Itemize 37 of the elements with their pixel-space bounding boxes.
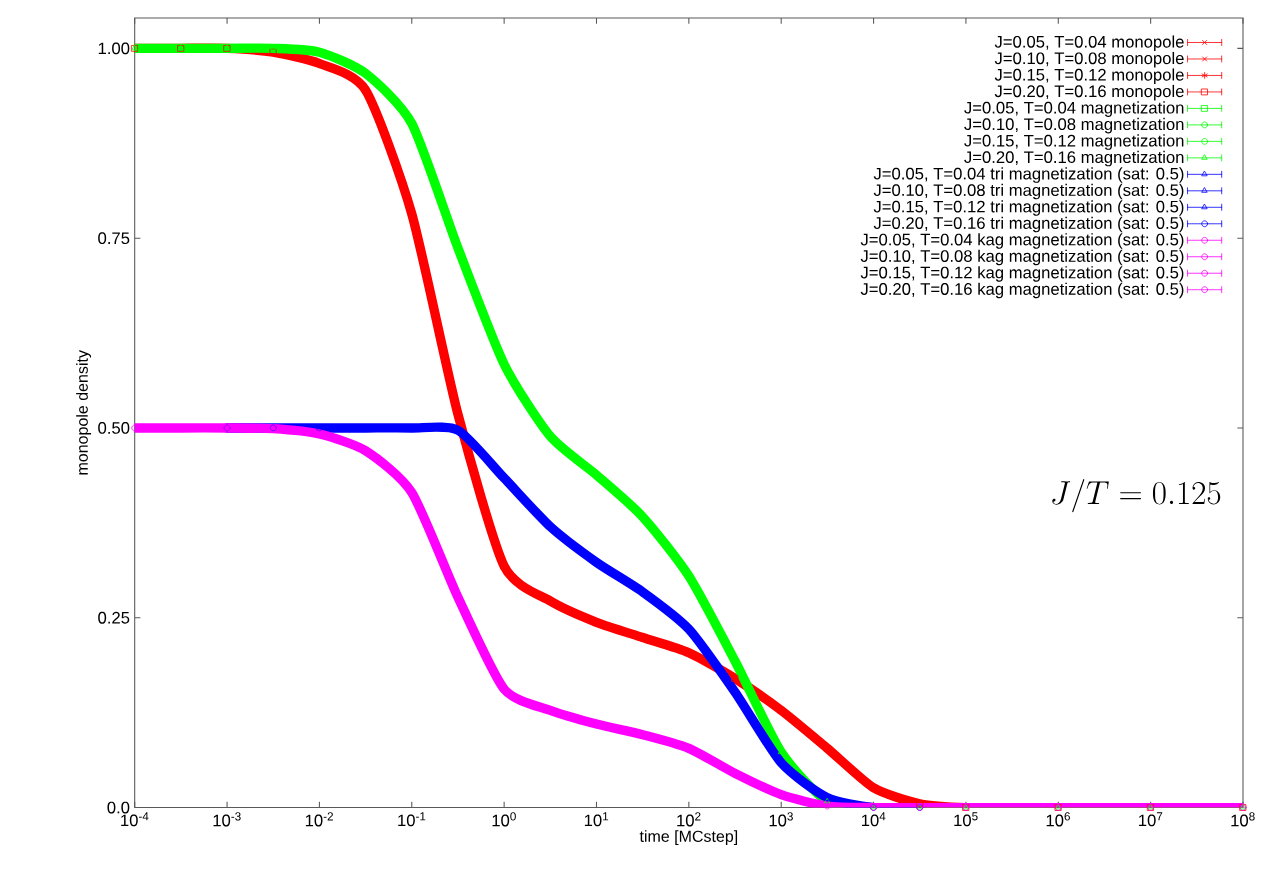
legend-label: J=0.15, T=0.12 tri magnetization (sat: 0.5) (873, 200, 1184, 216)
annotation: $J/T = 0.125$ (1052, 479, 1221, 513)
x-tick-label: 10$^{-4}$ (121, 812, 149, 827)
x-tick-label: 10$^{3}$ (769, 812, 793, 827)
x-tick-label: 10$^{5}$ (954, 812, 978, 827)
legend-label: J=0.10, T=0.08 magnetization (964, 117, 1184, 134)
legend-label: J=0.05, T=0.04 monopole (994, 35, 1184, 51)
x-tick-label: 10$^{2}$ (677, 812, 701, 827)
legend-label: J=0.05, T=0.04 kag magnetization (sat: 0.5) (860, 233, 1184, 249)
x-tick-label: 10$^{4}$ (861, 812, 886, 827)
legend-label: J=0.05, T=0.04 magnetization (964, 101, 1184, 117)
legend-label: J=0.20, T=0.16 monopole (994, 84, 1184, 101)
y-tick-label: 1.00 (98, 42, 130, 55)
x-tick-label: 10$^{8}$ (1231, 812, 1255, 827)
x-tick-label: 10$^{-1}$ (398, 812, 426, 827)
legend-label: J=0.10, T=0.08 tri magnetization (sat: 0.5) (873, 183, 1184, 200)
x-tick-label: 10$^{6}$ (1046, 812, 1070, 827)
x-tick-label: 10$^{7}$ (1139, 812, 1163, 827)
legend-label: J=0.10, T=0.08 kag magnetization (sat: 0.5) (860, 249, 1184, 266)
x-tick-label: 10$^{-3}$ (213, 812, 241, 827)
y-tick-label: 0.50 (98, 421, 130, 434)
legend-label: J=0.10, T=0.08 monopole (994, 51, 1184, 68)
legend-label: J=0.15, T=0.12 magnetization (964, 134, 1184, 150)
legend-label: J=0.05, T=0.04 tri magnetization (sat: 0.5) (873, 167, 1184, 183)
x-axis-title: time [MCstep] (639, 830, 738, 846)
y-tick-label: 0.75 (98, 232, 130, 244)
y-tick-label: 0.25 (98, 611, 130, 624)
x-tick-label: 10$^{-2}$ (305, 812, 333, 827)
legend-label: J=0.15, T=0.12 monopole (994, 68, 1184, 84)
x-tick-label: 10$^{0}$ (492, 812, 516, 827)
x-tick-label: 10$^{1}$ (584, 812, 609, 827)
legend-label: J=0.15, T=0.12 kag magnetization (sat: 0.5) (860, 266, 1184, 282)
y-axis-title: monopole density (76, 350, 92, 475)
legend-label: J=0.20, T=0.16 tri magnetization (sat: 0.5) (873, 216, 1184, 233)
legend-label: J=0.20, T=0.16 kag magnetization (sat: 0.5) (860, 282, 1184, 299)
y-tick-label: 0.0 (107, 801, 130, 814)
legend-label: J=0.20, T=0.16 magnetization (964, 150, 1184, 167)
